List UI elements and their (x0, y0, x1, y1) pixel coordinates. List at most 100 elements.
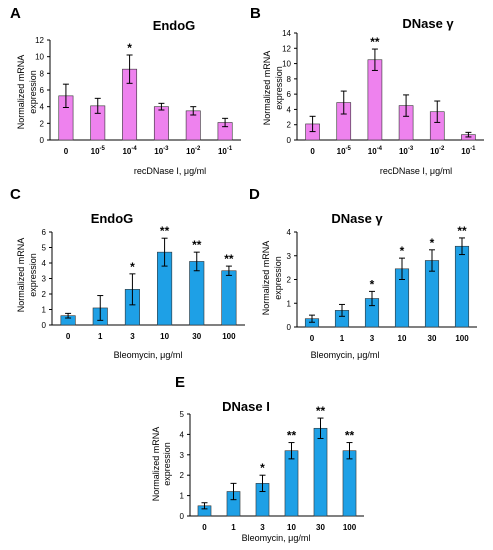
y-tick-label: 6 (40, 86, 45, 95)
x-tick-label: 0 (64, 147, 69, 156)
panel-d: D DNase γ 0 1 2 3 4 Normalized mRNA expression Bl… (249, 186, 477, 360)
y-tick-label: 3 (180, 451, 185, 460)
y-axis-label: Normalized mRNA (262, 51, 272, 126)
significance-marker: ** (224, 252, 234, 266)
y-axis-label: Normalized mRNA (16, 238, 26, 313)
x-tick-label: 10 (398, 334, 407, 343)
panel-letter: A (10, 5, 21, 22)
panel-b: B DNase γ 0 2 4 6 8 10 12 14 Normalized mRNA expres… (250, 5, 484, 176)
y-tick-label: 2 (287, 276, 292, 285)
bar (221, 270, 237, 326)
y-axis-label: expression (28, 253, 38, 297)
significance-marker: ** (457, 224, 467, 238)
x-tick-label: 100 (222, 332, 236, 341)
y-tick-label: 0 (42, 321, 47, 330)
significance-marker: * (127, 41, 132, 55)
y-tick-label: 6 (287, 90, 292, 99)
y-tick-label: 5 (180, 410, 185, 419)
bar (284, 450, 299, 517)
y-axis-label: Normalized mRNA (151, 427, 161, 502)
chart-title: DNase γ (331, 211, 383, 226)
y-tick-label: 1 (287, 299, 292, 308)
panel-letter: E (175, 374, 185, 391)
x-tick-label: 10-3 (154, 146, 169, 156)
y-tick-label: 4 (287, 228, 292, 237)
y-axis-label: expression (273, 256, 283, 300)
bar (342, 450, 357, 517)
chart-title: EndoG (91, 211, 134, 226)
y-tick-label: 14 (282, 29, 291, 38)
significance-marker: * (370, 277, 375, 291)
x-tick-label: 100 (343, 523, 357, 532)
y-tick-label: 12 (282, 44, 291, 53)
x-tick-label: 30 (192, 332, 201, 341)
x-axis-label: Bleomycin, μg/ml (311, 350, 380, 360)
y-tick-label: 3 (287, 252, 292, 261)
y-axis-label: expression (162, 442, 172, 486)
x-tick-label: 1 (98, 332, 103, 341)
y-tick-label: 2 (287, 121, 292, 130)
significance-marker: * (400, 244, 405, 258)
panel-a: A EndoG 0 2 4 6 8 10 12 Normalized mRNA expression… (10, 5, 241, 176)
x-tick-label: 10-2 (186, 146, 201, 156)
panel-letter: D (249, 186, 260, 203)
x-tick-label: 10 (287, 523, 296, 532)
x-tick-label: 0 (66, 332, 71, 341)
y-tick-label: 6 (42, 228, 47, 237)
y-tick-label: 4 (287, 105, 292, 114)
x-tick-label: 0 (310, 334, 315, 343)
x-tick-label: 3 (130, 332, 135, 341)
x-tick-label: 0 (310, 147, 315, 156)
y-axis-label: Normalized mRNA (261, 241, 271, 316)
y-tick-label: 8 (287, 75, 292, 84)
x-axis-label: Bleomycin, μg/ml (242, 533, 311, 543)
y-tick-label: 0 (180, 512, 185, 521)
bar (367, 59, 383, 141)
panel-c: C EndoG 0 1 2 3 4 5 6 Normalized mRNA expression Bl… (10, 186, 245, 360)
y-tick-label: 3 (42, 275, 47, 284)
x-tick-label: 3 (260, 523, 265, 532)
y-axis-label: Normalized mRNA (16, 55, 26, 130)
significance-marker: * (260, 461, 265, 475)
x-tick-label: 3 (370, 334, 375, 343)
y-axis-label: expression (274, 66, 284, 110)
x-tick-label: 1 (340, 334, 345, 343)
y-tick-label: 5 (42, 244, 47, 253)
y-tick-label: 2 (180, 471, 185, 480)
x-axis-label: Bleomycin, μg/ml (114, 350, 183, 360)
chart-title: EndoG (153, 18, 196, 33)
y-tick-label: 1 (42, 306, 47, 315)
y-axis-label: expression (28, 70, 38, 114)
panel-e: E DNase I 0 1 2 3 4 5 Normalized mRNA expression B… (151, 374, 364, 543)
x-tick-label: 10-5 (91, 146, 106, 156)
y-tick-label: 4 (180, 430, 185, 439)
x-tick-label: 10-4 (368, 146, 383, 156)
x-tick-label: 10-2 (430, 146, 445, 156)
bar (454, 245, 470, 328)
x-tick-label: 10 (160, 332, 169, 341)
significance-marker: ** (192, 238, 202, 252)
significance-marker: ** (316, 404, 326, 418)
x-tick-label: 30 (316, 523, 325, 532)
bar (153, 106, 169, 141)
x-tick-label: 0 (202, 523, 207, 532)
significance-marker: * (130, 260, 135, 274)
bar (313, 427, 328, 517)
x-tick-label: 10-1 (218, 146, 233, 156)
y-tick-label: 2 (42, 290, 47, 299)
significance-marker: ** (345, 429, 355, 443)
chart-title: DNase I (222, 399, 270, 414)
x-tick-label: 1 (231, 523, 236, 532)
x-tick-label: 10-1 (461, 146, 476, 156)
significance-marker: ** (287, 429, 297, 443)
y-tick-label: 0 (287, 323, 292, 332)
chart-title: DNase γ (402, 16, 454, 31)
y-tick-label: 1 (180, 492, 185, 501)
y-tick-label: 10 (35, 53, 44, 62)
y-tick-label: 0 (287, 136, 292, 145)
y-tick-label: 0 (40, 136, 45, 145)
x-tick-label: 10-4 (122, 146, 137, 156)
panel-letter: B (250, 5, 261, 22)
y-tick-label: 4 (40, 103, 45, 112)
